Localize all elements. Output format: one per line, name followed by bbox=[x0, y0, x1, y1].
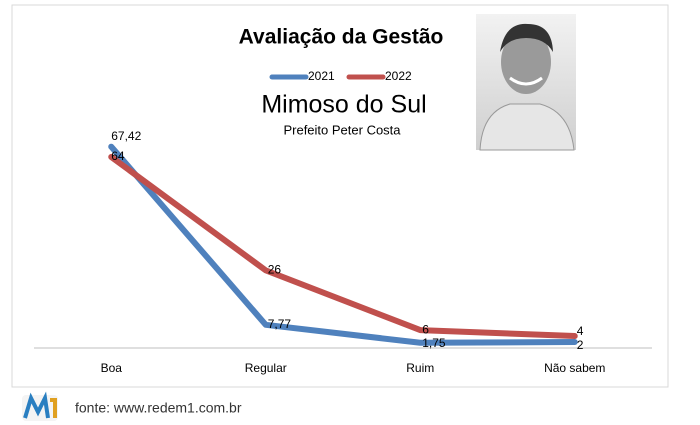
data-label: 64 bbox=[111, 149, 125, 163]
logo bbox=[22, 391, 58, 421]
x-tick-label: Não sabem bbox=[544, 361, 605, 375]
series-line bbox=[108, 153, 578, 340]
x-tick-label: Boa bbox=[101, 361, 123, 375]
legend-label: 2022 bbox=[385, 69, 412, 83]
source-note: fonte: www.redem1.com.br bbox=[75, 400, 242, 416]
portrait bbox=[476, 14, 576, 151]
series-line bbox=[108, 143, 578, 346]
x-tick-label: Ruim bbox=[406, 361, 434, 375]
chart-caption: Prefeito Peter Costa bbox=[283, 122, 401, 137]
data-label: 7,77 bbox=[268, 317, 292, 331]
data-label: 2 bbox=[577, 338, 584, 352]
data-label: 1,75 bbox=[422, 336, 446, 350]
legend-label: 2021 bbox=[308, 69, 335, 83]
chart-title: Avaliação da Gestão bbox=[239, 26, 444, 49]
x-tick-label: Regular bbox=[245, 361, 287, 375]
data-label: 6 bbox=[422, 322, 429, 336]
data-label: 26 bbox=[268, 263, 282, 277]
data-label: 67,42 bbox=[111, 129, 141, 143]
data-label: 4 bbox=[577, 324, 584, 338]
chart-subtitle: Mimoso do Sul bbox=[261, 91, 426, 119]
